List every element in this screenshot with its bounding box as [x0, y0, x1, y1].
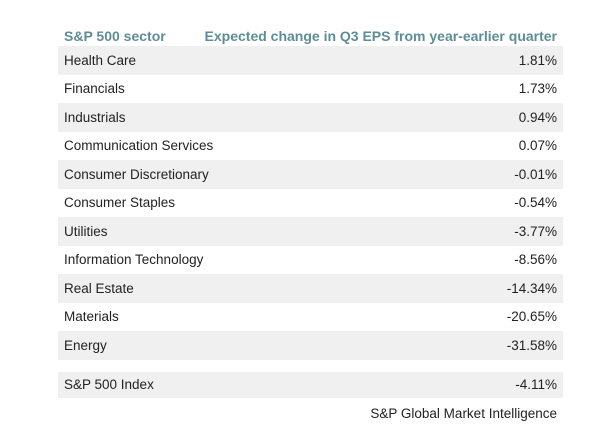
table-row: Financials 1.73% [58, 75, 563, 104]
table-row: Energy -31.58% [58, 331, 563, 360]
table-row: Materials -20.65% [58, 303, 563, 332]
sector-name: Industrials [64, 109, 126, 125]
source-text: S&P Global Market Intelligence [370, 405, 557, 421]
eps-table: S&P 500 sector Expected change in Q3 EPS… [58, 16, 563, 421]
table-row: Consumer Discretionary -0.01% [58, 160, 563, 189]
table-row: Information Technology -8.56% [58, 246, 563, 275]
table-header: S&P 500 sector Expected change in Q3 EPS… [58, 16, 563, 44]
sector-rows: Health Care 1.81% Financials 1.73% Indus… [58, 46, 563, 360]
index-total-row: S&P 500 Index -4.11% [58, 371, 563, 398]
index-eps-change: -4.11% [515, 377, 557, 392]
eps-change: 1.81% [518, 52, 557, 68]
eps-change: -0.54% [514, 195, 557, 211]
table-row: Real Estate -14.34% [58, 274, 563, 303]
change-column-header: Expected change in Q3 EPS from year-earl… [204, 28, 557, 44]
sector-name: Consumer Discretionary [64, 166, 209, 182]
eps-change: 0.94% [518, 109, 557, 125]
table-row: Communication Services 0.07% [58, 132, 563, 161]
sector-name: Materials [64, 309, 119, 325]
table-row: Health Care 1.81% [58, 46, 563, 75]
table-row: Consumer Staples -0.54% [58, 189, 563, 218]
source-credit: S&P Global Market Intelligence [58, 406, 563, 421]
sector-name: Real Estate [64, 280, 134, 296]
sector-name: Financials [64, 81, 125, 97]
sector-name: Communication Services [64, 138, 214, 154]
sector-name: Health Care [64, 52, 137, 68]
sector-name: Energy [64, 337, 107, 353]
eps-change: -14.34% [506, 280, 557, 296]
eps-change: 1.73% [518, 81, 557, 97]
eps-change: -31.58% [506, 337, 557, 353]
sector-name: Information Technology [64, 252, 204, 268]
eps-change: -3.77% [514, 223, 557, 239]
index-name: S&P 500 Index [64, 377, 154, 392]
eps-change: 0.07% [518, 138, 557, 154]
eps-change: -8.56% [514, 252, 557, 268]
sector-column-header: S&P 500 sector [64, 28, 166, 44]
eps-change: -20.65% [506, 309, 557, 325]
eps-change: -0.01% [514, 166, 557, 182]
sector-name: Consumer Staples [64, 195, 176, 211]
sector-name: Utilities [64, 223, 108, 239]
table-row: Utilities -3.77% [58, 217, 563, 246]
table-row: Industrials 0.94% [58, 103, 563, 132]
